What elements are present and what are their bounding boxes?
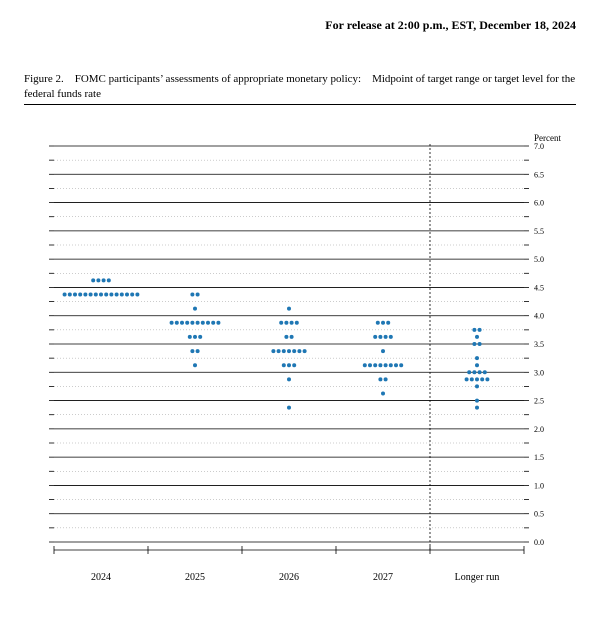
- svg-text:4.0: 4.0: [534, 312, 544, 321]
- svg-text:6.0: 6.0: [534, 199, 544, 208]
- svg-text:3.5: 3.5: [534, 340, 544, 349]
- svg-text:4.5: 4.5: [534, 283, 544, 292]
- svg-text:5.0: 5.0: [534, 255, 544, 264]
- svg-text:0.0: 0.0: [534, 538, 544, 547]
- x-tick-label: 2027: [373, 572, 393, 583]
- svg-text:7.0: 7.0: [534, 142, 544, 151]
- svg-text:1.0: 1.0: [534, 481, 544, 490]
- svg-text:3.0: 3.0: [534, 368, 544, 377]
- svg-text:2.5: 2.5: [534, 397, 544, 406]
- x-tick-label: 2025: [185, 572, 205, 583]
- figure-caption: Figure 2. FOMC participants’ assessments…: [24, 72, 576, 102]
- x-tick-label: Longer run: [455, 572, 500, 583]
- svg-text:1.5: 1.5: [534, 453, 544, 462]
- dot-plot: 0.0 0.5 1.0 1.5 2.0 2.5 3.0 3.5 4.0 4.5 5.0 5.5 6.0 6…: [42, 140, 562, 560]
- x-tick-label: 2026: [279, 572, 299, 583]
- page: For release at 2:00 p.m., EST, December …: [0, 0, 600, 637]
- svg-text:5.5: 5.5: [534, 227, 544, 236]
- caption-rule: [24, 104, 576, 105]
- release-line: For release at 2:00 p.m., EST, December …: [325, 18, 576, 33]
- x-tick-label: 2024: [91, 572, 111, 583]
- svg-text:6.5: 6.5: [534, 170, 544, 179]
- svg-text:2.0: 2.0: [534, 425, 544, 434]
- svg-text:0.5: 0.5: [534, 510, 544, 519]
